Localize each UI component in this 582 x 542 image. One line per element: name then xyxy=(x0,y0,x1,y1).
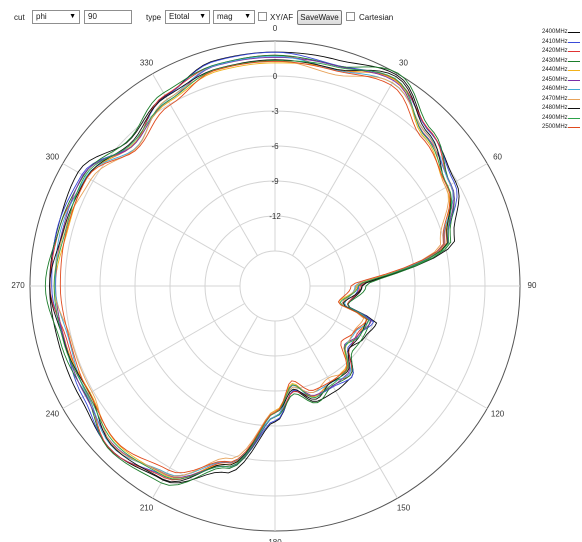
scale-dropdown-value: mag xyxy=(217,12,233,21)
chevron-down-icon: ▼ xyxy=(199,13,206,20)
legend-item: 2480MHz xyxy=(538,104,582,114)
legend-swatch xyxy=(568,127,580,128)
legend-label: 2430MHz xyxy=(542,57,568,64)
legend-swatch xyxy=(568,60,580,62)
grid-spoke xyxy=(152,316,258,499)
series-curve-2460MHz xyxy=(54,55,454,477)
cut-dropdown-value: phi xyxy=(36,12,47,21)
legend-swatch xyxy=(568,117,580,119)
legend-label: 2420MHz xyxy=(542,48,568,54)
legend-item: 2420MHz xyxy=(538,47,582,57)
chevron-down-icon: ▼ xyxy=(69,13,76,20)
series-curve-2410MHz xyxy=(51,51,458,480)
angle-tick-label: 120 xyxy=(491,410,505,419)
series-curve-2500MHz xyxy=(59,60,451,474)
scale-dropdown[interactable]: mag ▼ xyxy=(213,10,255,24)
series-curve-2490MHz xyxy=(53,60,453,480)
legend-item: 2490MHz xyxy=(538,114,582,124)
angle-tick-label: 330 xyxy=(140,59,154,68)
legend-label: 2440MHz xyxy=(542,67,568,73)
savewave-button[interactable]: SaveWave xyxy=(297,10,342,25)
angle-tick-label: 30 xyxy=(399,59,408,68)
legend-swatch xyxy=(568,70,580,71)
grid-ring xyxy=(239,250,311,322)
legend-item: 2440MHz xyxy=(538,66,582,76)
angle-tick-label: 300 xyxy=(46,153,60,162)
cut-label: cut xyxy=(14,13,25,22)
xyaf-label: XY/AF xyxy=(270,13,294,22)
angle-tick-label: 90 xyxy=(528,281,537,290)
radial-tick-label: -12 xyxy=(269,212,281,221)
legend-item: 2500MHz xyxy=(538,123,582,133)
legend-swatch xyxy=(568,89,580,90)
legend-swatch xyxy=(568,98,580,100)
legend-swatch xyxy=(568,41,580,43)
legend-label: 2490MHz xyxy=(542,114,568,121)
grid-spoke xyxy=(62,303,245,409)
legend-item: 2460MHz xyxy=(538,85,582,95)
legend-label: 2470MHz xyxy=(542,95,568,102)
angle-input[interactable]: 90 xyxy=(84,10,132,24)
grid-spoke xyxy=(152,73,258,256)
cartesian-label: Cartesian xyxy=(359,13,394,22)
series-curve-2430MHz xyxy=(44,54,455,486)
radial-tick-label: -3 xyxy=(271,107,279,116)
legend-item: 2400MHz xyxy=(538,28,582,38)
legend-label: 2500MHz xyxy=(542,124,568,130)
legend-label: 2450MHz xyxy=(542,76,568,83)
series-curve-2470MHz xyxy=(53,60,449,477)
angle-tick-label: 210 xyxy=(140,504,154,513)
legend-item: 2430MHz xyxy=(538,57,582,67)
angle-tick-label: 0 xyxy=(273,24,278,33)
series-curve-2400MHz xyxy=(49,51,460,484)
radial-tick-label: 0 xyxy=(273,72,278,81)
cartesian-checkbox[interactable] xyxy=(346,12,355,21)
xyaf-checkbox[interactable] xyxy=(258,12,267,21)
grid-spoke xyxy=(292,73,398,256)
legend-item: 2470MHz xyxy=(538,95,582,105)
cut-dropdown[interactable]: phi ▼ xyxy=(32,10,80,24)
type-dropdown-value: Etotal xyxy=(169,12,190,21)
grid-spoke xyxy=(62,163,245,269)
type-label: type xyxy=(146,13,162,22)
legend-item: 2410MHz xyxy=(538,38,582,48)
legend: 2400MHz 2410MHz 2420MHz 2430MHz 2440MHz 2450M… xyxy=(538,28,582,133)
legend-swatch xyxy=(568,108,580,109)
angle-tick-label: 180 xyxy=(268,538,282,542)
grid-spoke xyxy=(305,303,488,409)
plot-toolbar: cut phi ▼ 90 type Etotal ▼ mag ▼ XY/AF S… xyxy=(0,0,582,30)
type-dropdown[interactable]: Etotal ▼ xyxy=(165,10,210,24)
series-curve-2480MHz xyxy=(49,59,452,483)
legend-item: 2450MHz xyxy=(538,76,582,86)
polar-grid xyxy=(29,40,521,532)
radial-tick-label: -6 xyxy=(271,142,279,151)
legend-swatch xyxy=(568,79,580,81)
legend-label: 2410MHz xyxy=(542,38,568,45)
legend-swatch xyxy=(568,51,580,52)
pattern-curves xyxy=(44,51,460,486)
tick-labels: 0 30 60 90 120 150 180 210 240 270 300 330 0 -3 -6 -9 -1… xyxy=(11,24,537,542)
radial-tick-label: -9 xyxy=(271,177,279,186)
legend-label: 2460MHz xyxy=(542,86,568,92)
grid-spoke xyxy=(305,163,488,269)
angle-tick-label: 60 xyxy=(493,153,502,162)
grid-spoke xyxy=(292,316,398,499)
legend-label: 2400MHz xyxy=(542,29,568,35)
angle-tick-label: 270 xyxy=(11,281,25,290)
legend-swatch xyxy=(568,32,580,33)
angle-tick-label: 240 xyxy=(46,410,60,419)
series-curve-2440MHz xyxy=(54,62,450,479)
angle-tick-label: 150 xyxy=(397,504,411,513)
angle-input-value: 90 xyxy=(88,12,97,21)
chevron-down-icon: ▼ xyxy=(244,13,251,20)
legend-label: 2480MHz xyxy=(542,105,568,111)
